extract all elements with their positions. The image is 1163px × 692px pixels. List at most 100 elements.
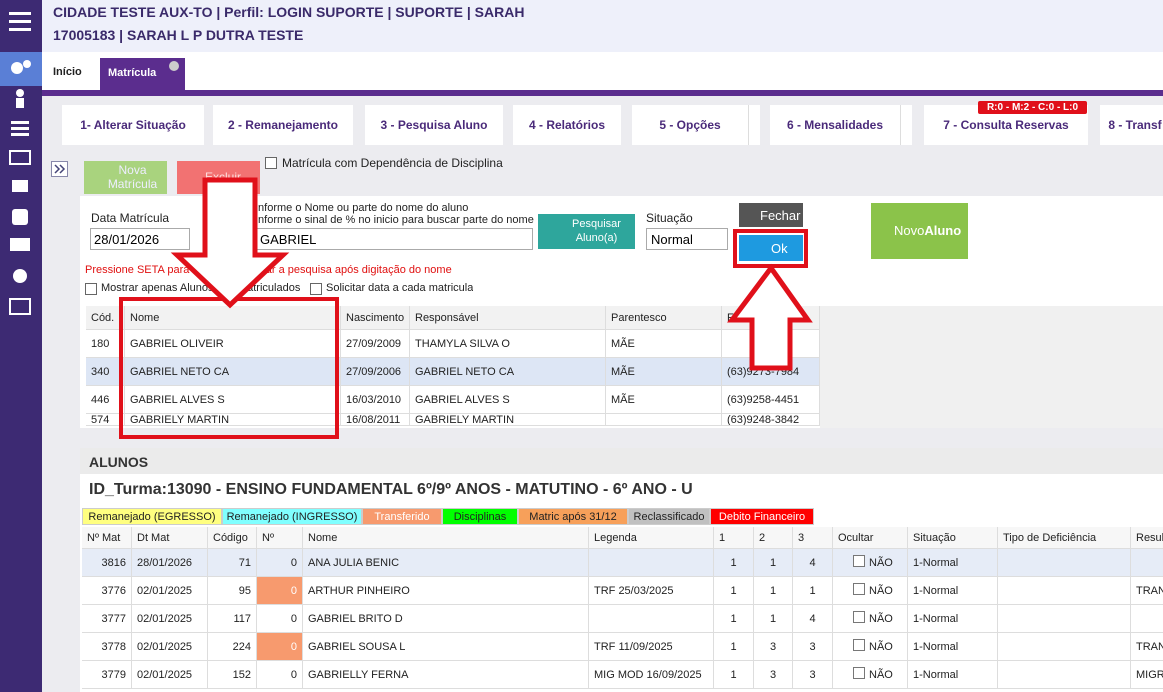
table-cell[interactable]: 71 [208,549,257,577]
dropdown-toggle[interactable] [748,105,760,145]
table-cell[interactable]: NÃO [833,605,908,633]
table-cell[interactable]: GABRIEL NETO CA [125,358,341,386]
table-cell[interactable] [998,605,1131,633]
column-header[interactable]: Situação [908,527,998,549]
table-cell[interactable]: 3 [793,633,833,661]
search-button[interactable]: Pesquisar Aluno(a) [538,214,635,249]
table-cell[interactable]: 446 [86,386,125,414]
table-cell[interactable]: 340 [86,358,125,386]
table-cell[interactable]: 3 [754,661,793,689]
table-cell[interactable] [589,549,714,577]
table-cell[interactable]: 0 [257,605,303,633]
table-cell[interactable]: TRF 25/03/2025 [589,577,714,605]
table-cell[interactable]: 1-Normal [908,605,998,633]
table-cell[interactable]: 1 [714,549,754,577]
table-cell[interactable]: ANA JULIA BENIC [303,549,589,577]
column-header[interactable]: 1 [714,527,754,549]
delete-button[interactable]: Excluir [177,161,260,194]
checkbox[interactable] [853,667,865,679]
table-cell[interactable]: GABRIEL ALVES S [125,386,341,414]
table-cell[interactable]: (63)9273-7984 [722,358,820,386]
table-cell[interactable] [589,605,714,633]
table-cell[interactable]: 1 [754,549,793,577]
date-input[interactable]: 28/01/2026 [90,228,190,250]
table-cell[interactable]: (63)9248-3842 [722,414,820,426]
column-header[interactable]: Fone [722,306,820,330]
table-cell[interactable]: 28/01/2026 [132,549,208,577]
table-cell[interactable]: 1 [714,605,754,633]
table-cell[interactable]: 4 [793,605,833,633]
new-student-button[interactable]: NovoAluno [871,203,968,259]
ok-button[interactable]: Ok [739,235,803,261]
table-cell[interactable] [606,414,722,426]
checkbox[interactable] [310,283,322,295]
table-cell[interactable] [722,330,820,358]
table-cell[interactable] [998,661,1131,689]
table-cell[interactable]: TRF 11/09/2025 [589,633,714,661]
table-cell[interactable]: GABRIELY MARTIN [410,414,606,426]
column-header[interactable]: Nascimento [341,306,410,330]
column-header[interactable]: Nº Mat [82,527,132,549]
table-cell[interactable]: 02/01/2025 [132,605,208,633]
table-cell[interactable]: 3776 [82,577,132,605]
table-cell[interactable]: 0 [257,549,303,577]
table-cell[interactable]: 1 [793,577,833,605]
table-cell[interactable]: 3 [793,661,833,689]
column-header[interactable]: Nº [257,527,303,549]
name-input[interactable]: GABRIEL [255,228,533,250]
table-cell[interactable]: 3816 [82,549,132,577]
table-cell[interactable]: 1 [714,633,754,661]
column-header[interactable]: Cód. [86,306,125,330]
toolbar-button[interactable]: 5 - Opções [632,105,748,145]
table-cell[interactable]: 1 [714,661,754,689]
checkbox[interactable] [85,283,97,295]
checkbox[interactable] [853,555,865,567]
table-cell[interactable]: MIGR [1131,661,1163,689]
table-cell[interactable]: 02/01/2025 [132,577,208,605]
column-header[interactable]: Código [208,527,257,549]
column-header[interactable]: Legenda [589,527,714,549]
table-cell[interactable]: 1-Normal [908,577,998,605]
expand-button[interactable] [51,161,68,177]
toolbar-button[interactable]: 4 - Relatórios [513,105,621,145]
table-cell[interactable]: MÃE [606,330,722,358]
table-cell[interactable]: 0 [257,661,303,689]
table-cell[interactable] [998,633,1131,661]
table-cell[interactable]: GABRIELLY FERNA [303,661,589,689]
close-button[interactable]: Fechar [739,203,803,227]
toolbar-button[interactable]: 6 - Mensalidades [770,105,900,145]
table-cell[interactable]: 02/01/2025 [132,633,208,661]
checkbox[interactable] [853,611,865,623]
table-cell[interactable]: 3777 [82,605,132,633]
checkbox[interactable] [853,639,865,651]
table-cell[interactable]: GABRIEL SOUSA L [303,633,589,661]
toolbar-button[interactable]: 1- Alterar Situação [62,105,204,145]
table-cell[interactable]: 1-Normal [908,661,998,689]
table-cell[interactable]: GABRIEL ALVES S [410,386,606,414]
table-cell[interactable]: 27/09/2009 [341,330,410,358]
table-cell[interactable]: 02/01/2025 [132,661,208,689]
toolbar-button[interactable]: 2 - Remanejamento [213,105,353,145]
table-cell[interactable]: (63)9258-4451 [722,386,820,414]
table-cell[interactable]: MÃE [606,386,722,414]
table-cell[interactable]: 4 [793,549,833,577]
tab[interactable]: Início [53,66,82,78]
table-cell[interactable]: GABRIEL BRITO D [303,605,589,633]
column-header[interactable]: Dt Mat [132,527,208,549]
table-cell[interactable]: 27/09/2006 [341,358,410,386]
column-header[interactable]: Ocultar [833,527,908,549]
column-header[interactable]: 2 [754,527,793,549]
column-header[interactable]: Resul [1131,527,1163,549]
table-cell[interactable]: 180 [86,330,125,358]
table-cell[interactable] [998,577,1131,605]
tab-close[interactable] [169,61,179,71]
table-cell[interactable] [998,549,1131,577]
column-header[interactable]: Nome [125,306,341,330]
table-cell[interactable]: GABRIEL NETO CA [410,358,606,386]
status-select[interactable]: Normal [646,228,728,250]
checkbox[interactable] [853,583,865,595]
column-header[interactable]: Nome [303,527,589,549]
table-cell[interactable]: 224 [208,633,257,661]
new-button[interactable]: Nova Matrícula [84,161,167,194]
table-cell[interactable]: GABRIELY MARTIN [125,414,341,426]
